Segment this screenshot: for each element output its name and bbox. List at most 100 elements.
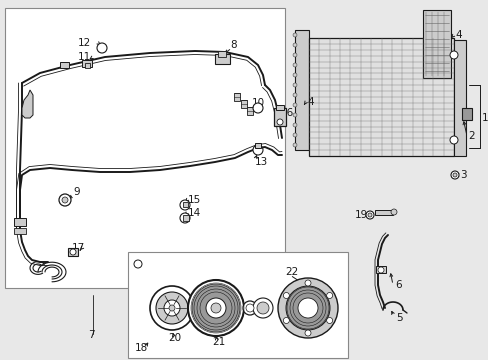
Bar	[254, 143, 261, 148]
Bar	[453, 40, 465, 156]
Text: 3: 3	[459, 170, 466, 180]
Circle shape	[292, 143, 296, 147]
Text: 2: 2	[467, 131, 474, 141]
Circle shape	[283, 318, 289, 324]
Text: 18: 18	[135, 343, 148, 353]
Circle shape	[257, 302, 268, 314]
Bar	[60, 62, 69, 68]
Circle shape	[452, 173, 456, 177]
Circle shape	[292, 43, 296, 47]
Circle shape	[180, 213, 190, 223]
Polygon shape	[22, 90, 33, 118]
Bar	[68, 248, 78, 256]
Circle shape	[156, 292, 187, 324]
Circle shape	[70, 249, 76, 255]
Bar	[14, 228, 26, 234]
Circle shape	[278, 278, 337, 338]
Bar	[14, 218, 26, 226]
Bar	[374, 210, 392, 215]
Text: 15: 15	[187, 195, 201, 205]
Text: 4: 4	[306, 97, 313, 107]
Circle shape	[180, 200, 190, 210]
Circle shape	[252, 145, 263, 155]
Bar	[294, 30, 308, 150]
Bar	[241, 100, 246, 108]
Circle shape	[297, 298, 317, 318]
Circle shape	[292, 113, 296, 117]
Bar	[246, 107, 252, 115]
Text: 22: 22	[285, 267, 298, 277]
Text: 5: 5	[395, 313, 402, 323]
Circle shape	[205, 298, 225, 318]
Bar	[183, 215, 189, 221]
Bar	[375, 266, 385, 273]
Text: 8: 8	[229, 40, 236, 50]
Circle shape	[97, 43, 107, 53]
Circle shape	[450, 171, 458, 179]
Bar	[422, 10, 450, 78]
Text: 14: 14	[187, 208, 201, 218]
Circle shape	[169, 305, 175, 311]
Text: 21: 21	[212, 337, 225, 347]
Circle shape	[243, 301, 257, 315]
Circle shape	[449, 51, 457, 59]
Circle shape	[285, 286, 329, 330]
Circle shape	[292, 73, 296, 77]
Circle shape	[292, 123, 296, 127]
Text: 20: 20	[168, 333, 181, 343]
Text: 1: 1	[481, 113, 488, 123]
Text: 19: 19	[354, 210, 367, 220]
Text: 10: 10	[251, 98, 264, 108]
Text: 11: 11	[78, 52, 91, 62]
Circle shape	[377, 267, 383, 273]
Circle shape	[187, 280, 244, 336]
Bar	[128, 252, 347, 358]
Circle shape	[150, 286, 194, 330]
Bar	[183, 202, 187, 207]
Bar	[461, 108, 471, 120]
Circle shape	[292, 83, 296, 87]
Circle shape	[283, 292, 289, 298]
Circle shape	[449, 136, 457, 144]
Circle shape	[62, 197, 68, 203]
Text: 7: 7	[88, 330, 95, 340]
Circle shape	[390, 209, 396, 215]
Circle shape	[245, 304, 253, 312]
Circle shape	[292, 33, 296, 37]
Bar	[5, 8, 285, 288]
Text: 16: 16	[281, 108, 294, 118]
Bar	[234, 93, 240, 101]
Circle shape	[292, 53, 296, 57]
Bar	[215, 54, 229, 64]
Text: 13: 13	[254, 157, 268, 167]
Circle shape	[365, 211, 373, 219]
Circle shape	[276, 119, 283, 125]
Bar	[275, 105, 284, 110]
Circle shape	[326, 318, 332, 324]
Circle shape	[163, 300, 180, 316]
Circle shape	[292, 93, 296, 97]
Circle shape	[292, 103, 296, 107]
Text: 4: 4	[454, 30, 461, 40]
Circle shape	[305, 280, 310, 286]
Bar	[308, 38, 453, 156]
Circle shape	[367, 213, 371, 217]
Circle shape	[252, 298, 272, 318]
Bar	[273, 108, 285, 126]
Circle shape	[292, 63, 296, 67]
Circle shape	[210, 303, 221, 313]
Bar	[218, 51, 225, 57]
Circle shape	[292, 133, 296, 137]
Text: 17: 17	[72, 243, 85, 253]
Circle shape	[59, 194, 71, 206]
Circle shape	[134, 260, 142, 268]
Circle shape	[252, 103, 263, 113]
Bar	[85, 63, 90, 68]
Text: 12: 12	[78, 38, 91, 48]
Circle shape	[326, 292, 332, 298]
Circle shape	[305, 330, 310, 336]
Text: 9: 9	[73, 187, 80, 197]
Text: 6: 6	[394, 280, 401, 290]
Circle shape	[192, 284, 240, 332]
Bar	[82, 60, 92, 67]
